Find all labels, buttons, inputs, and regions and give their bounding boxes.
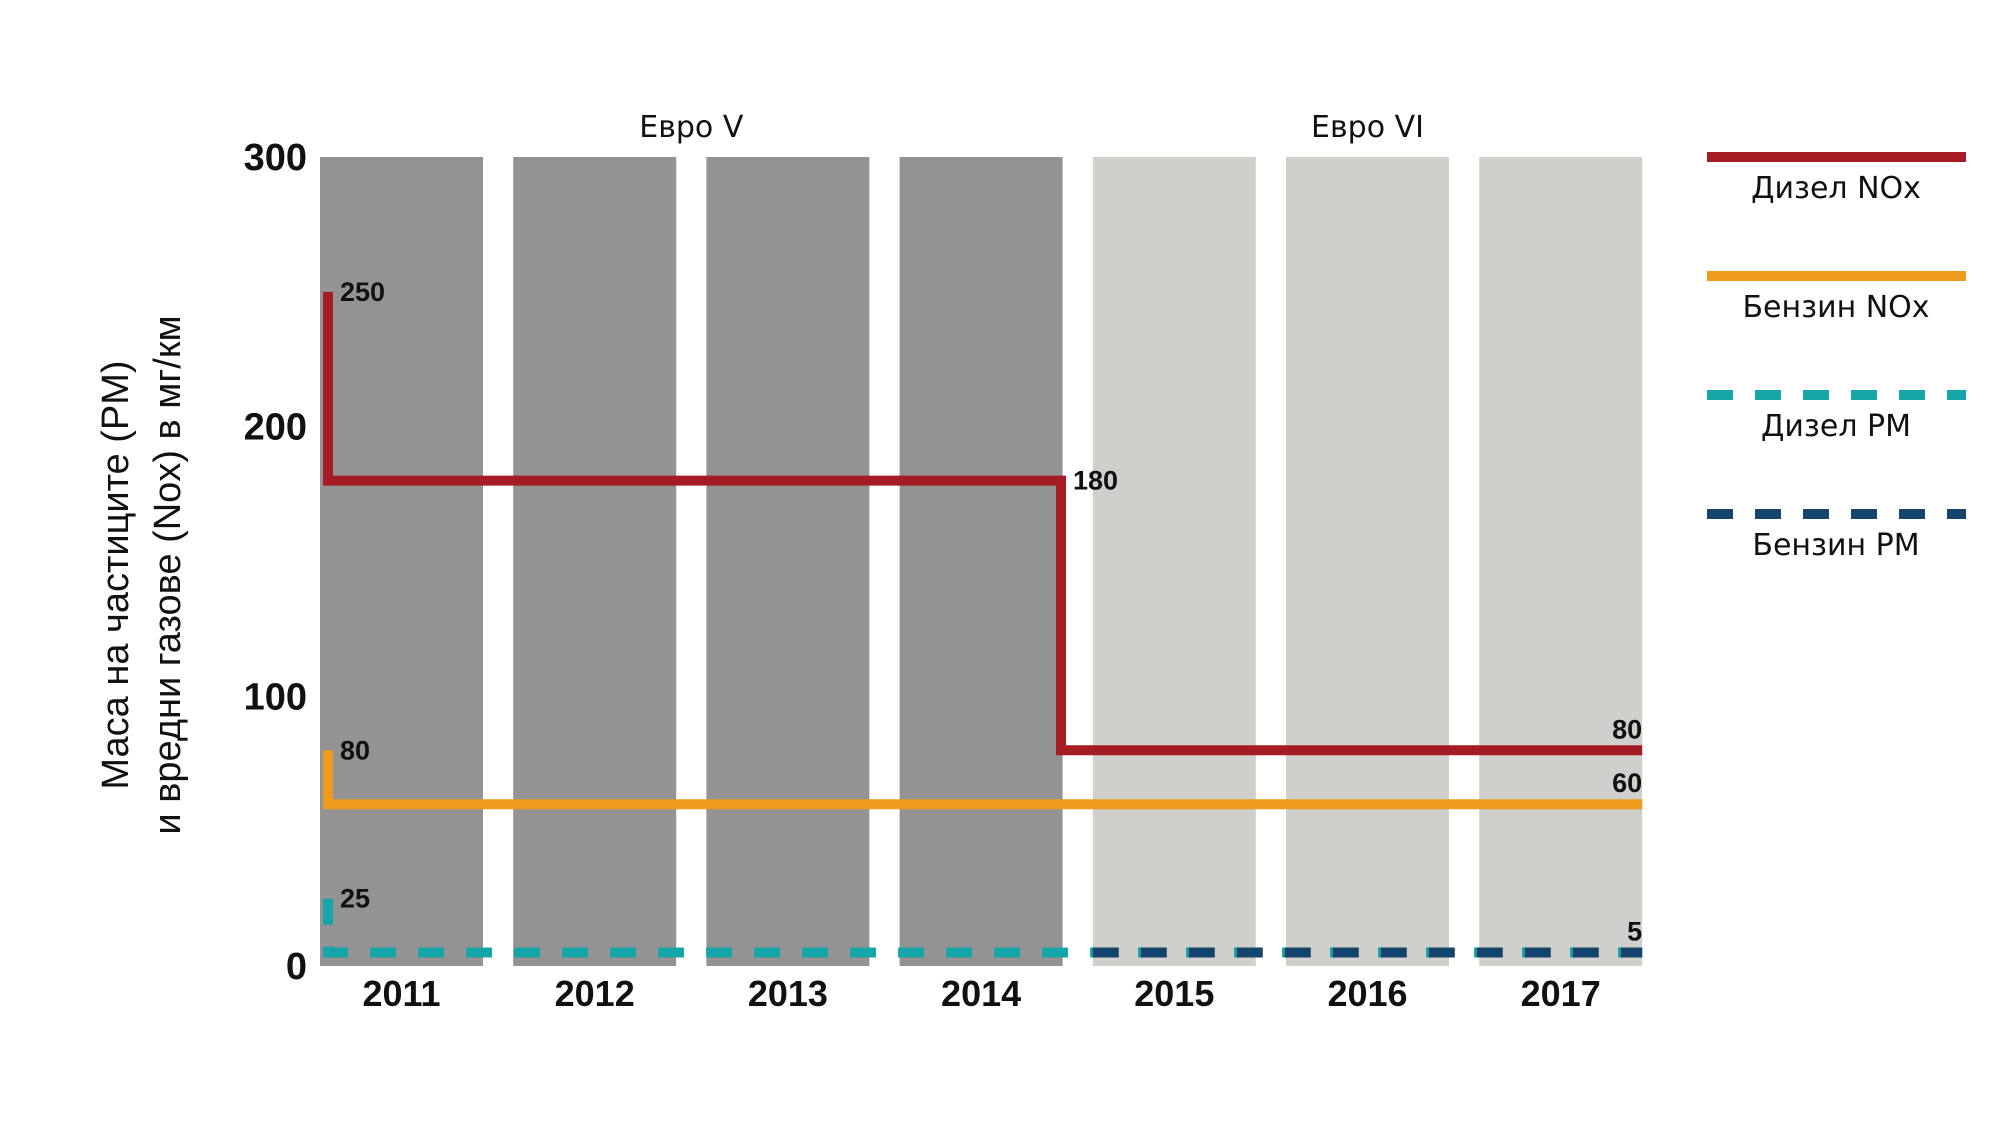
- legend-label-1: Дизел NOx: [1751, 171, 1921, 206]
- x-tick-2014: 2014: [941, 973, 1021, 1014]
- data-label-1-2: 180: [1073, 466, 1118, 496]
- x-tick-2013: 2013: [748, 973, 828, 1014]
- year-column-2017: [1479, 157, 1643, 966]
- data-label-1-1: 250: [340, 277, 385, 307]
- year-column-2011: [320, 157, 483, 966]
- data-label-2-1: 80: [340, 735, 370, 765]
- x-tick-2012: 2012: [555, 973, 635, 1014]
- x-axis-ticks: 2011 2012 2013 2014 2015 2016 2017: [362, 973, 1600, 1014]
- legend-label-4: Бензин PM: [1752, 528, 1919, 563]
- series-line-2: [323, 750, 1643, 810]
- x-tick-2015: 2015: [1134, 973, 1214, 1014]
- y-tick-100: 100: [244, 676, 307, 718]
- y-tick-0: 0: [286, 946, 307, 988]
- x-tick-2016: 2016: [1327, 973, 1407, 1014]
- year-columns: [320, 157, 1643, 966]
- x-tick-2017: 2017: [1521, 973, 1601, 1014]
- series-lines: [323, 291, 1643, 958]
- x-tick-2011: 2011: [362, 973, 440, 1014]
- y-axis-ticks: 0 100 200 300: [244, 137, 307, 988]
- data-label-3-2: 5: [1627, 917, 1642, 947]
- legend-label-2: Бензин NOx: [1742, 290, 1929, 325]
- period-label-1: Евро V: [639, 110, 744, 145]
- year-column-2016: [1286, 157, 1449, 966]
- y-axis-label-line-2: и вредни газове (Nox) в мг/км: [147, 315, 189, 834]
- data-label-1-3: 80: [1612, 714, 1642, 744]
- year-column-2015: [1092, 157, 1256, 966]
- series-line-1: [323, 291, 1643, 756]
- legend: Дизел NOx Бензин NOx Дизел PM Бензин PM: [1707, 152, 1966, 563]
- year-column-2013: [706, 157, 870, 966]
- data-labels: 250 180 80 80 60 25 5: [340, 277, 1642, 947]
- euro-period-labels: Евро V Евро VI: [639, 110, 1424, 145]
- legend-label-3: Дизел PM: [1761, 409, 1911, 444]
- y-axis-label-line-1: Маса на частиците (PM): [95, 360, 137, 789]
- y-tick-300: 300: [244, 137, 307, 179]
- data-label-3-1: 25: [340, 884, 370, 914]
- data-label-2-2: 60: [1612, 768, 1642, 798]
- year-column-2012: [513, 157, 677, 966]
- period-label-2: Евро VI: [1311, 110, 1424, 145]
- year-column-2014: [899, 157, 1063, 966]
- y-tick-200: 200: [244, 407, 307, 449]
